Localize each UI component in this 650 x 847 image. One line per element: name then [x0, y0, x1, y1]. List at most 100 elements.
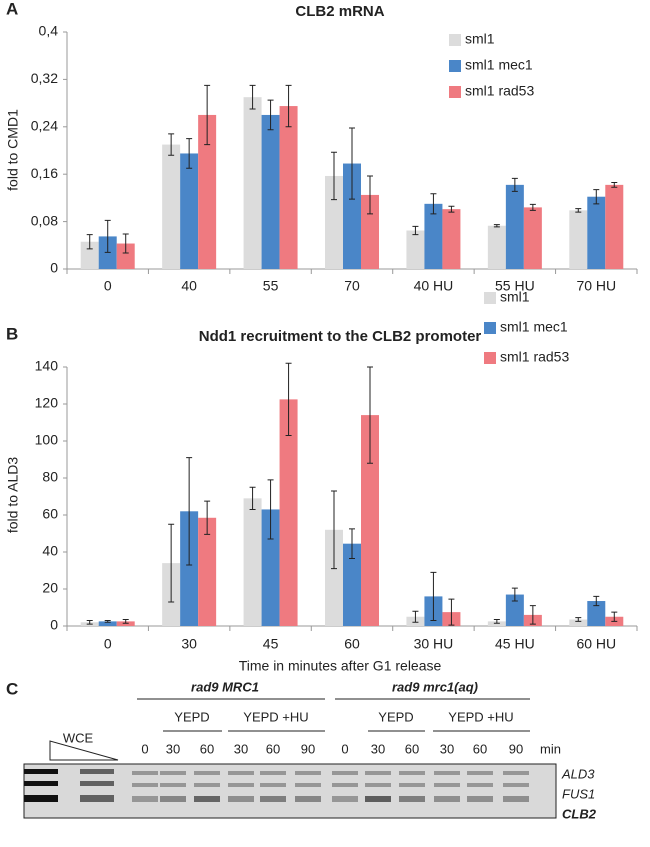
error-bar — [412, 610, 419, 623]
lane-label: 30 — [371, 741, 385, 756]
y-tick-label: 0 — [50, 260, 58, 276]
panel-label: B — [6, 324, 18, 343]
gel-band — [132, 783, 158, 787]
error-bar — [331, 490, 337, 570]
gel-band — [24, 781, 58, 786]
bar — [325, 529, 343, 626]
error-bar — [267, 99, 274, 131]
lane-label: 30 — [166, 741, 180, 756]
x-axis-label: Time in minutes after G1 release — [239, 658, 442, 674]
gel-band — [332, 796, 358, 802]
lane-label: 90 — [301, 741, 315, 756]
condition-label: YEPD — [378, 709, 413, 724]
error-bar — [349, 528, 355, 559]
gel-band — [503, 796, 529, 802]
gel-band — [24, 769, 58, 774]
error-bar — [448, 598, 455, 626]
bar — [505, 594, 524, 626]
y-tick-label: 40 — [42, 543, 58, 559]
bar — [442, 209, 461, 269]
y-tick-label: 0,16 — [31, 165, 58, 181]
gel-band — [399, 771, 425, 775]
bar — [424, 203, 443, 269]
gene-label: FUS1 — [562, 786, 595, 801]
x-tick-label: 60 HU — [576, 636, 616, 652]
error-bar — [367, 175, 373, 215]
error-bar — [104, 619, 111, 623]
error-bar — [493, 224, 500, 228]
legend-swatch — [484, 352, 496, 364]
error-bar — [593, 189, 600, 205]
gel-band — [260, 783, 286, 787]
bar — [523, 207, 542, 269]
legend-label: sml1 rad53 — [465, 83, 534, 99]
error-bar — [204, 500, 211, 535]
error-bar — [331, 151, 337, 201]
bar — [587, 601, 606, 626]
lane-label: 60 — [473, 741, 487, 756]
bar — [569, 619, 588, 626]
y-tick-label: 140 — [35, 358, 59, 374]
error-bar — [204, 84, 211, 146]
error-bar — [511, 587, 518, 602]
gel-band — [80, 795, 114, 802]
error-bar — [593, 595, 600, 607]
gel-band — [132, 796, 158, 802]
legend-label: sml1 rad53 — [500, 349, 569, 365]
y-tick-label: 80 — [42, 469, 58, 485]
y-tick-label: 0 — [50, 617, 58, 633]
error-bar — [430, 193, 437, 215]
gel-band — [434, 796, 460, 802]
bar — [261, 114, 280, 269]
gene-label: ALD3 — [561, 766, 595, 781]
panel-label: A — [6, 0, 18, 18]
chart-title: CLB2 mRNA — [295, 3, 384, 20]
x-tick-label: 70 — [344, 278, 360, 294]
lane-label: 0 — [341, 741, 348, 756]
y-tick-label: 0,32 — [31, 70, 58, 86]
gel-band — [434, 771, 460, 775]
legend-label: sml1 mec1 — [500, 319, 568, 335]
x-tick-label: 55 — [263, 278, 279, 294]
gel-band — [260, 771, 286, 775]
error-bar — [611, 611, 618, 622]
gel-band — [194, 783, 220, 787]
legend-swatch — [449, 60, 461, 72]
error-bar — [186, 138, 193, 169]
gel-band — [365, 771, 391, 775]
gel-band — [332, 771, 358, 775]
error-bar — [168, 523, 175, 603]
condition-label: YEPD +HU — [243, 709, 308, 724]
error-bar — [86, 619, 93, 625]
gel-band — [160, 771, 186, 775]
gel-band — [434, 783, 460, 787]
bar — [343, 543, 361, 626]
legend-label: sml1 — [465, 31, 495, 47]
condition-label: YEPD — [174, 709, 209, 724]
bar — [505, 184, 524, 269]
error-bar — [493, 619, 500, 624]
bar — [180, 153, 199, 269]
x-tick-label: 45 — [263, 636, 279, 652]
bar — [569, 210, 588, 269]
x-tick-label: 0 — [104, 278, 112, 294]
y-axis-label: fold to ALD3 — [5, 457, 21, 533]
lane-label: 30 — [440, 741, 454, 756]
y-tick-label: 60 — [42, 506, 58, 522]
bar — [587, 196, 606, 269]
error-bar — [168, 133, 175, 156]
y-tick-label: 20 — [42, 580, 58, 596]
error-bar — [285, 84, 292, 128]
gel-band — [194, 796, 220, 802]
bar — [243, 97, 262, 269]
legend-swatch — [484, 292, 496, 304]
error-bar — [285, 362, 292, 436]
gel-band — [260, 796, 286, 802]
bar — [98, 621, 117, 626]
gel-band — [467, 796, 493, 802]
error-bar — [122, 619, 129, 624]
bar — [261, 509, 280, 626]
y-tick-label: 0,08 — [31, 212, 58, 228]
error-bar — [267, 479, 274, 540]
unit-label: min — [540, 741, 561, 756]
